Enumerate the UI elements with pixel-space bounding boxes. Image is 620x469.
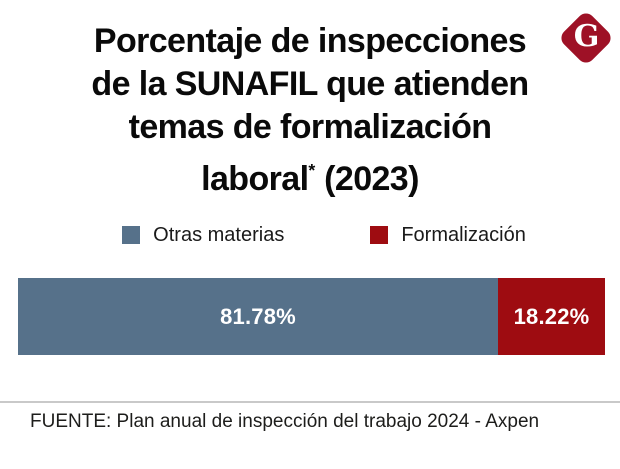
- chart-title: Porcentaje de inspecciones de la SUNAFIL…: [0, 20, 620, 201]
- source-text: FUENTE: Plan anual de inspección del tra…: [30, 411, 540, 432]
- legend-item-otras-materias: Otras materias: [122, 224, 284, 246]
- bar-segment-otras-materias: 81.78%: [18, 278, 499, 355]
- footnote-asterisk: *: [308, 160, 316, 180]
- legend-item-formalizacion: Formalización: [370, 224, 526, 246]
- chart-title-line-3: temas de formalización: [128, 108, 492, 146]
- bar-segment-label-otras-materias: 81.78%: [220, 303, 296, 329]
- chart-title-line-2: de la SUNAFIL que atienden: [91, 65, 529, 103]
- chart-title-line-1: Porcentaje de inspecciones: [93, 22, 527, 60]
- footer-divider: [0, 401, 620, 403]
- legend-label-formalizacion: Formalización: [401, 224, 526, 246]
- legend-swatch-formalizacion-icon: [370, 226, 389, 244]
- bar-segment-label-formalizacion: 18.22%: [513, 303, 590, 329]
- bar-segment-formalizacion: 18.22%: [498, 278, 605, 355]
- legend-swatch-otras-materias-icon: [122, 226, 141, 244]
- chart-title-line-4: laboral* (2023): [201, 160, 419, 198]
- chart-legend: Otras materias Formalización: [14, 224, 620, 246]
- stacked-bar: 81.78% 18.22%: [18, 278, 605, 355]
- legend-label-otras-materias: Otras materias: [153, 224, 285, 246]
